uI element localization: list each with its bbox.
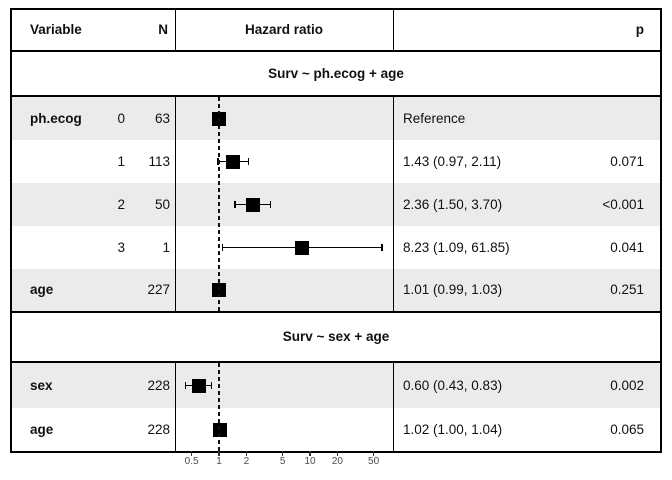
row-separator-line xyxy=(10,95,662,97)
axis-tick-label: 5 xyxy=(279,456,286,467)
row-level-value: 1 xyxy=(117,153,125,169)
column-header-hazard-ratio: Hazard ratio xyxy=(244,22,324,38)
row-estimate-text: 1.02 (1.00, 1.04) xyxy=(403,421,503,437)
row-n-value: 228 xyxy=(147,421,170,437)
column-header-variable: Variable xyxy=(30,22,82,38)
row-n-value: 113 xyxy=(148,153,170,169)
axis-tick-label: 50 xyxy=(368,456,380,467)
row-n-value: 63 xyxy=(154,110,170,126)
row-estimate-text: 2.36 (1.50, 3.70) xyxy=(403,196,503,212)
column-rule-left xyxy=(174,363,176,451)
ci-cap-high xyxy=(210,382,213,389)
hr-point-marker xyxy=(245,197,260,212)
column-rule-right xyxy=(392,10,394,50)
axis-tick xyxy=(309,451,311,456)
hr-point-marker xyxy=(191,378,206,393)
row-n-value: 1 xyxy=(162,239,170,255)
row-p-value: <0.001 xyxy=(602,196,644,212)
table-row: 2 50 2.36 (1.50, 3.70) <0.001 xyxy=(12,183,660,226)
row-estimate-text: 1.01 (0.99, 1.03) xyxy=(403,282,503,298)
row-separator-line xyxy=(10,50,662,52)
row-p-value xyxy=(514,97,644,140)
model-formula-header: Surv ~ sex + age xyxy=(12,313,660,361)
row-p-value: 0.041 xyxy=(610,239,644,255)
reference-line xyxy=(218,363,220,451)
table-row: ph.ecog 0 63 Reference xyxy=(12,97,660,140)
table-row: age 228 1.02 (1.00, 1.04) 0.065 xyxy=(12,408,660,451)
column-rule-right xyxy=(392,97,394,311)
row-estimate-text: Reference xyxy=(403,110,466,126)
row-variable-label: age xyxy=(30,421,54,437)
row-estimate-text: 8.23 (1.09, 61.85) xyxy=(403,239,510,255)
axis-tick-label: 2 xyxy=(243,456,250,467)
row-p-value: 0.251 xyxy=(610,282,644,298)
row-variable-label: age xyxy=(30,282,54,298)
row-variable-label: sex xyxy=(30,377,53,393)
axis-tick-label: 1 xyxy=(216,456,222,467)
row-variable-label: ph.ecog xyxy=(30,110,82,126)
ci-cap-low xyxy=(217,158,219,165)
row-estimate-text: 1.43 (0.97, 2.11) xyxy=(403,153,502,169)
row-n-value: 227 xyxy=(147,282,170,298)
axis-tick xyxy=(218,451,220,456)
row-separator-line xyxy=(10,361,662,363)
ci-cap-high xyxy=(247,158,250,165)
reference-line xyxy=(218,97,220,311)
axis-tick-label: 10 xyxy=(304,456,316,467)
model-formula-text: Surv ~ ph.ecog + age xyxy=(268,65,404,81)
column-rule-left xyxy=(174,10,176,50)
row-n-value: 228 xyxy=(147,377,170,393)
row-p-value: 0.065 xyxy=(610,421,644,437)
hr-point-marker xyxy=(226,154,241,169)
row-separator-line xyxy=(10,311,662,313)
axis-tick xyxy=(245,451,248,456)
ci-cap-low xyxy=(234,201,236,208)
table-row: sex 228 0.60 (0.43, 0.83) 0.002 xyxy=(12,363,660,408)
axis-tick-label: 0.5 xyxy=(184,456,199,467)
model-formula-text: Surv ~ sex + age xyxy=(282,329,390,345)
axis-tick xyxy=(372,451,375,456)
axis-tick-label: 20 xyxy=(331,456,343,467)
row-level-value: 0 xyxy=(117,110,125,126)
column-header-p: p xyxy=(635,22,644,38)
model-formula-header: Surv ~ ph.ecog + age xyxy=(12,52,660,95)
column-rule-left xyxy=(174,97,176,311)
row-n-value: 50 xyxy=(154,196,170,212)
row-level-value: 2 xyxy=(117,196,125,212)
axis-tick xyxy=(281,451,284,456)
table-row: age 227 1.01 (0.99, 1.03) 0.251 xyxy=(12,269,660,311)
row-estimate-text: 0.60 (0.43, 0.83) xyxy=(403,377,503,393)
table-row: 3 1 8.23 (1.09, 61.85) 0.041 xyxy=(12,226,660,269)
table-header-row: Variable N Hazard ratio p xyxy=(12,10,660,50)
hr-point-marker xyxy=(212,422,227,437)
ci-cap-high xyxy=(269,201,272,208)
column-header-n: N xyxy=(158,22,168,38)
row-p-value: 0.002 xyxy=(610,377,644,393)
column-rule-right xyxy=(392,363,394,451)
row-p-value: 0.071 xyxy=(610,153,644,169)
ci-cap-high xyxy=(381,244,383,251)
row-level-value: 3 xyxy=(117,239,125,255)
ci-cap-low xyxy=(184,382,187,389)
hr-point-marker xyxy=(295,240,310,255)
axis-tick xyxy=(336,451,339,456)
table-row: 1 113 1.43 (0.97, 2.11) 0.071 xyxy=(12,140,660,183)
axis-tick xyxy=(190,451,193,456)
ci-cap-low xyxy=(221,244,224,251)
